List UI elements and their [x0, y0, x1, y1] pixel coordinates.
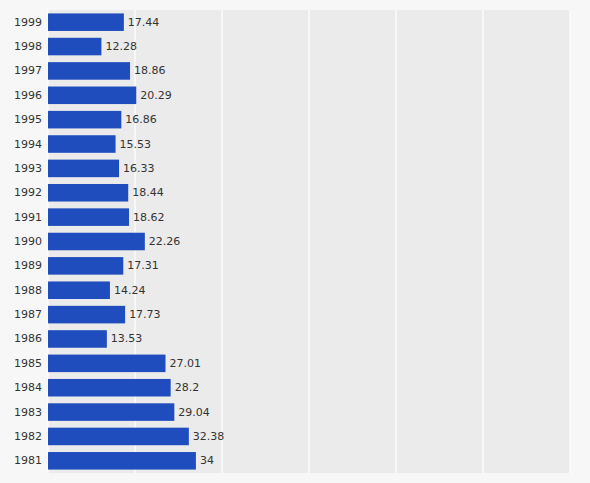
grid-line	[221, 10, 222, 473]
bar	[48, 184, 128, 202]
y-tick-label: 1985	[14, 357, 42, 370]
bar	[48, 233, 145, 251]
y-tick-label: 1989	[14, 259, 42, 272]
grid-line	[482, 10, 483, 473]
data-label: 12.28	[105, 40, 137, 53]
bar	[48, 281, 110, 299]
bar	[48, 452, 196, 470]
data-label: 15.53	[120, 138, 152, 151]
y-tick-label: 1984	[14, 381, 42, 394]
data-label: 17.44	[128, 16, 160, 29]
plot-background	[48, 10, 570, 473]
bar	[48, 135, 116, 153]
y-tick-label: 1994	[14, 138, 42, 151]
bar	[48, 330, 107, 348]
bar	[48, 403, 174, 421]
data-label: 17.31	[127, 259, 158, 272]
bar	[48, 257, 123, 275]
y-tick-label: 1991	[14, 211, 42, 224]
grid	[48, 10, 570, 473]
y-tick-label: 1983	[14, 406, 42, 419]
data-label: 27.01	[169, 357, 201, 370]
data-label: 18.62	[133, 211, 165, 224]
chart-svg: 1999 1998 1997 1996 1995 1994 1993 1992 1991 1990…	[0, 0, 590, 483]
data-label: 16.86	[125, 113, 157, 126]
data-label: 13.53	[111, 332, 143, 345]
bars	[48, 13, 196, 469]
bar	[48, 38, 101, 56]
data-label: 20.29	[140, 89, 172, 102]
bar	[48, 355, 165, 373]
data-label: 17.73	[129, 308, 161, 321]
bar	[48, 379, 171, 397]
y-tick-label: 1998	[14, 40, 42, 53]
bar	[48, 13, 124, 31]
y-tick-label: 1987	[14, 308, 42, 321]
grid-line	[395, 10, 396, 473]
data-label: 28.2	[175, 381, 200, 394]
data-label: 14.24	[114, 284, 146, 297]
y-tick-label: 1986	[14, 332, 42, 345]
bar	[48, 208, 129, 226]
data-label: 32.38	[193, 430, 225, 443]
y-tick-label: 1995	[14, 113, 42, 126]
bar	[48, 111, 121, 129]
y-tick-label: 1999	[14, 16, 42, 29]
y-tick-label: 1997	[14, 64, 42, 77]
grid-line	[569, 10, 570, 473]
y-tick-label: 1993	[14, 162, 42, 175]
bar	[48, 160, 119, 178]
bar	[48, 62, 130, 80]
chart-container: 1999 1998 1997 1996 1995 1994 1993 1992 1991 1990…	[0, 0, 590, 483]
bar	[48, 306, 125, 324]
data-label: 18.44	[132, 186, 164, 199]
data-labels: 17.44 12.28 18.86 20.29 16.86 15.53 16.33 18.44…	[105, 16, 224, 468]
y-tick-label: 1996	[14, 89, 42, 102]
data-label: 22.26	[149, 235, 181, 248]
y-tick-label: 1988	[14, 284, 42, 297]
bar	[48, 428, 189, 446]
data-label: 16.33	[123, 162, 154, 175]
y-tick-labels: 1999 1998 1997 1996 1995 1994 1993 1992 1991 1990…	[14, 16, 42, 468]
grid-line	[308, 10, 309, 473]
bar	[48, 87, 136, 105]
y-tick-label: 1992	[14, 186, 42, 199]
y-tick-label: 1982	[14, 430, 42, 443]
data-label: 18.86	[134, 64, 166, 77]
y-tick-label: 1981	[14, 454, 42, 467]
data-label: 34	[200, 454, 214, 467]
data-label: 29.04	[178, 406, 210, 419]
y-tick-label: 1990	[14, 235, 42, 248]
